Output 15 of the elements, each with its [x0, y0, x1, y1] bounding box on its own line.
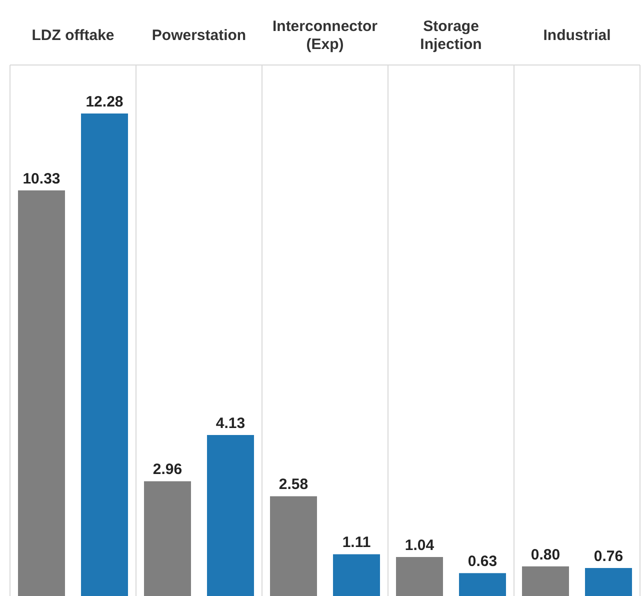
data-label: 2.96 [152, 461, 182, 478]
x-tick-label: LDZ offtake [32, 27, 114, 44]
data-label: 0.63 [468, 553, 498, 570]
data-label: 0.80 [530, 546, 560, 564]
x-tick-label: Storage Injection [420, 18, 482, 53]
x-tick-label: Industrial [543, 27, 611, 44]
x-tick-label: Powerstation [152, 27, 246, 44]
x-tick-label: Interconnector (Exp) [272, 18, 378, 53]
data-label: 2.58 [278, 476, 308, 494]
data-label: 4.13 [216, 415, 246, 432]
data-label: 1.11 [342, 534, 371, 552]
data-label: 12.28 [86, 93, 124, 110]
data-label: 0.76 [594, 548, 624, 566]
data-label: 10.33 [22, 170, 60, 188]
data-label: 1.04 [404, 536, 435, 554]
